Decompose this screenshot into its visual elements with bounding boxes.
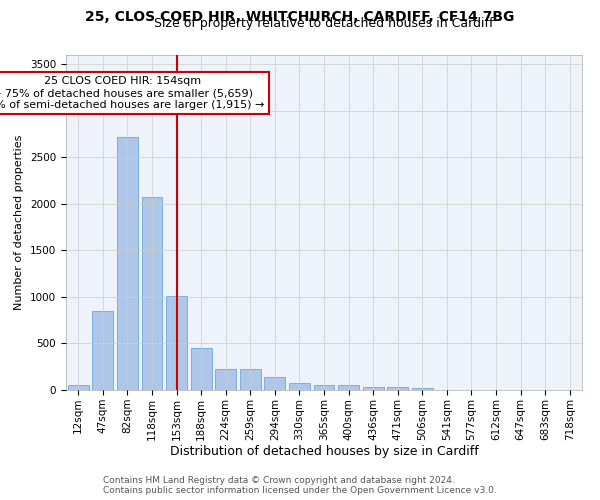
Bar <box>412 388 433 390</box>
Text: Contains HM Land Registry data © Crown copyright and database right 2024.
Contai: Contains HM Land Registry data © Crown c… <box>103 476 497 495</box>
Bar <box>191 348 212 390</box>
Text: 25 CLOS COED HIR: 154sqm
← 75% of detached houses are smaller (5,659)
25% of sem: 25 CLOS COED HIR: 154sqm ← 75% of detach… <box>0 76 264 110</box>
Bar <box>338 386 359 390</box>
Title: Size of property relative to detached houses in Cardiff: Size of property relative to detached ho… <box>154 17 494 30</box>
Bar <box>387 387 408 390</box>
Bar <box>92 311 113 390</box>
Bar <box>166 296 187 390</box>
Bar <box>142 197 163 390</box>
X-axis label: Distribution of detached houses by size in Cardiff: Distribution of detached houses by size … <box>170 446 478 458</box>
Text: 25, CLOS COED HIR, WHITCHURCH, CARDIFF, CF14 7BG: 25, CLOS COED HIR, WHITCHURCH, CARDIFF, … <box>85 10 515 24</box>
Bar <box>265 378 286 390</box>
Bar <box>314 385 334 390</box>
Bar <box>362 386 383 390</box>
Bar <box>240 368 261 390</box>
Bar <box>215 368 236 390</box>
Bar <box>289 384 310 390</box>
Bar <box>117 137 138 390</box>
Bar <box>68 385 89 390</box>
Y-axis label: Number of detached properties: Number of detached properties <box>14 135 25 310</box>
